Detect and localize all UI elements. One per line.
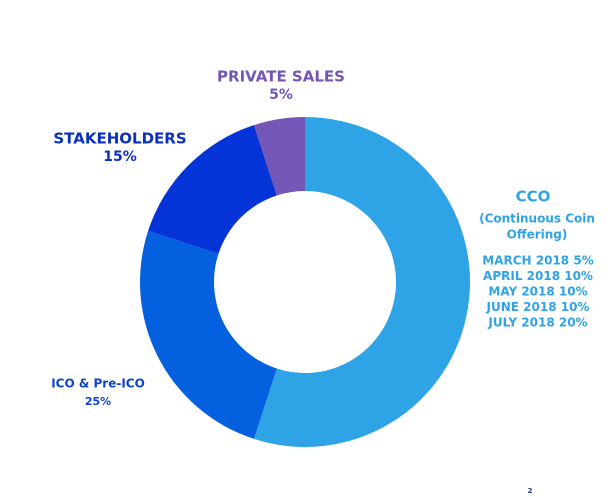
value-label: 5%: [269, 87, 293, 103]
segment-label: CCO: [516, 188, 551, 206]
cco-subtitle: Offering): [507, 228, 568, 242]
cco-schedule-item: JULY 2018 20%: [487, 316, 587, 330]
cco-schedule-item: MAY 2018 10%: [488, 285, 587, 299]
cco-schedule-item: APRIL 2018 10%: [483, 269, 593, 283]
value-label: 15%: [103, 149, 137, 165]
donut-segment: [148, 125, 277, 254]
cco-schedule-item: MARCH 2018 5%: [482, 254, 593, 268]
page-number: 2: [528, 487, 533, 495]
segment-label: PRIVATE SALES: [217, 68, 345, 86]
donut-segment: [254, 116, 471, 447]
donut-segment: [254, 117, 305, 196]
segment-label: STAKEHOLDERS: [53, 130, 186, 148]
donut-segment: [139, 231, 277, 439]
cco-schedule-item: JUNE 2018 10%: [486, 300, 590, 314]
segment-label: ICO & Pre-ICO: [51, 377, 145, 391]
value-label: 25%: [85, 395, 111, 408]
cco-subtitle: (Continuous Coin: [479, 212, 595, 226]
